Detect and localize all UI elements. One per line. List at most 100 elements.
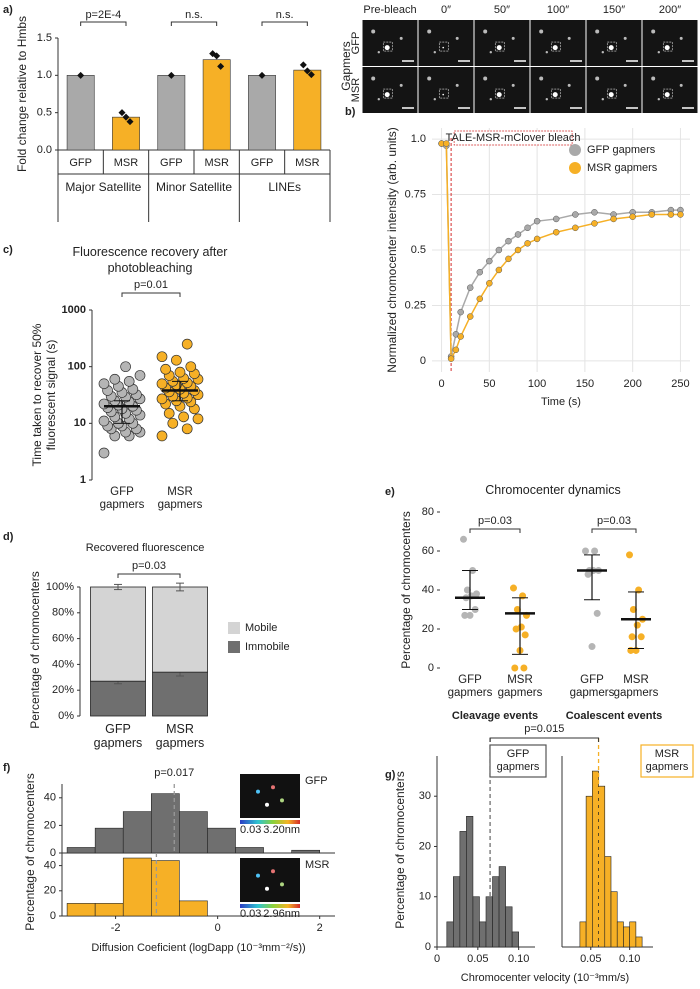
nucleus-spot bbox=[377, 51, 380, 54]
data-point bbox=[591, 220, 598, 227]
x-tick-label: MSR bbox=[114, 157, 139, 169]
y-axis-label: Normalized chromocenter intensity (arb. … bbox=[385, 127, 399, 373]
y-tick-label: 100 bbox=[68, 361, 86, 373]
y-tick-label: 0 bbox=[420, 355, 426, 367]
y-tick-label: 0.0 bbox=[37, 144, 52, 156]
data-point bbox=[181, 338, 193, 350]
bleach-roi bbox=[438, 41, 449, 52]
inset-image bbox=[240, 774, 300, 818]
microscopy-image bbox=[362, 20, 418, 66]
y-tick-label: 60% bbox=[52, 633, 74, 645]
inset-spot bbox=[265, 802, 269, 807]
y-tick-label: 40 bbox=[422, 584, 434, 596]
data-point bbox=[520, 664, 528, 672]
histogram-bar bbox=[94, 827, 124, 854]
image-column-label: 200″ bbox=[659, 4, 681, 16]
data-point bbox=[533, 235, 541, 243]
histogram-bar bbox=[472, 896, 480, 948]
x-axis-label: Diffusion Coeficient (logDapp (10⁻³mm⁻²/… bbox=[91, 942, 305, 954]
legend-swatch bbox=[228, 622, 240, 634]
x-tick-label: -2 bbox=[111, 922, 121, 934]
data-point bbox=[629, 213, 636, 220]
p-value: p=0.01 bbox=[134, 279, 168, 291]
data-point bbox=[98, 447, 110, 459]
nucleus-spot bbox=[427, 29, 432, 34]
x-tick-label: MSR bbox=[295, 157, 320, 169]
x-tick-label-box: GFP gapmers bbox=[570, 674, 615, 699]
bleach-roi bbox=[550, 88, 561, 99]
x-tick-label: 0.10 bbox=[619, 953, 640, 965]
histogram-bar bbox=[179, 811, 208, 854]
image-column-label: 0″ bbox=[441, 4, 451, 16]
legend-marker bbox=[569, 162, 581, 174]
data-point bbox=[167, 417, 179, 429]
x-tick-label: GFP bbox=[160, 157, 183, 169]
nucleus-spot bbox=[608, 92, 614, 98]
data-point bbox=[572, 211, 579, 218]
x-axis-label: Chromocenter velocity (10⁻³mm/s) bbox=[461, 972, 629, 984]
data-point bbox=[447, 355, 455, 362]
data-point bbox=[514, 231, 522, 238]
y-tick-label: 40% bbox=[52, 658, 74, 670]
data-point bbox=[505, 237, 512, 245]
data-point bbox=[593, 609, 601, 617]
group-label-box: Minor Satellite bbox=[156, 180, 232, 194]
nucleus-spot bbox=[679, 83, 683, 87]
x-tick-label: MSR gapmers bbox=[157, 486, 203, 511]
nucleus-spot bbox=[442, 46, 445, 49]
annotation: TALE-MSR-mClover bleach bbox=[446, 132, 581, 144]
data-point bbox=[123, 376, 135, 387]
inset-label: GFP bbox=[305, 775, 328, 787]
data-point bbox=[511, 664, 519, 672]
microscopy-image bbox=[362, 67, 418, 113]
nucleus-spot bbox=[489, 51, 492, 54]
group-label: Coalescent events bbox=[566, 710, 663, 722]
x-tick-label-box: GFP gapmers bbox=[447, 674, 493, 699]
data-point bbox=[163, 408, 175, 419]
panel-label: a) bbox=[3, 4, 13, 16]
y-tick-label: 40 bbox=[44, 860, 56, 872]
y-tick-label: 0.25 bbox=[405, 299, 426, 311]
data-point bbox=[181, 423, 193, 435]
image-column-label: Pre-bleach bbox=[363, 4, 416, 16]
microscopy-image bbox=[642, 20, 698, 66]
x-tick-label-box: MSR gapmers bbox=[156, 722, 205, 750]
y-tick-label: 40 bbox=[44, 792, 56, 804]
nucleus-spot bbox=[545, 51, 548, 54]
y-axis-label-box: Percentage of chromocenters bbox=[399, 511, 413, 668]
histogram-bar bbox=[122, 857, 152, 917]
data-point bbox=[156, 393, 168, 405]
histogram-bar bbox=[150, 793, 180, 854]
histogram-bar bbox=[598, 785, 606, 948]
x-tick-label-box: MSR gapmers bbox=[614, 674, 659, 699]
data-point bbox=[156, 351, 168, 363]
histogram-bar bbox=[498, 866, 506, 948]
nucleus-spot bbox=[552, 92, 558, 98]
x-tick-label-box: MSR gapmers bbox=[498, 674, 543, 699]
bar bbox=[248, 75, 276, 151]
histogram-bar bbox=[94, 903, 124, 917]
bleach-roi bbox=[662, 88, 673, 99]
data-point bbox=[552, 229, 560, 236]
microscopy-image bbox=[474, 20, 530, 66]
colorbar-label: 3.20nm bbox=[263, 824, 300, 836]
histogram-bar bbox=[446, 921, 454, 948]
panel-label: g) bbox=[385, 769, 396, 781]
group-label: LINEs bbox=[268, 180, 301, 194]
data-point bbox=[126, 118, 134, 126]
y-axis-label-box: Percentage of chromocenters bbox=[23, 773, 37, 930]
x-tick-label: 100 bbox=[528, 378, 546, 390]
legend-label: Mobile bbox=[245, 622, 277, 634]
x-tick-label: GFP gapmers bbox=[447, 674, 493, 699]
data-point bbox=[505, 255, 512, 263]
p-value: p=0.03 bbox=[597, 515, 631, 527]
data-point bbox=[461, 611, 469, 619]
y-tick-label: 1.0 bbox=[37, 69, 52, 81]
nucleus-spot bbox=[679, 36, 683, 40]
colorbar-label: 2.96nm bbox=[263, 908, 300, 920]
legend-marker bbox=[569, 144, 581, 156]
microscopy-image bbox=[418, 67, 474, 113]
legend-label-box: MSR gapmers bbox=[646, 748, 689, 773]
inset-spot bbox=[256, 873, 260, 878]
y-tick-label: 0 bbox=[50, 847, 56, 859]
